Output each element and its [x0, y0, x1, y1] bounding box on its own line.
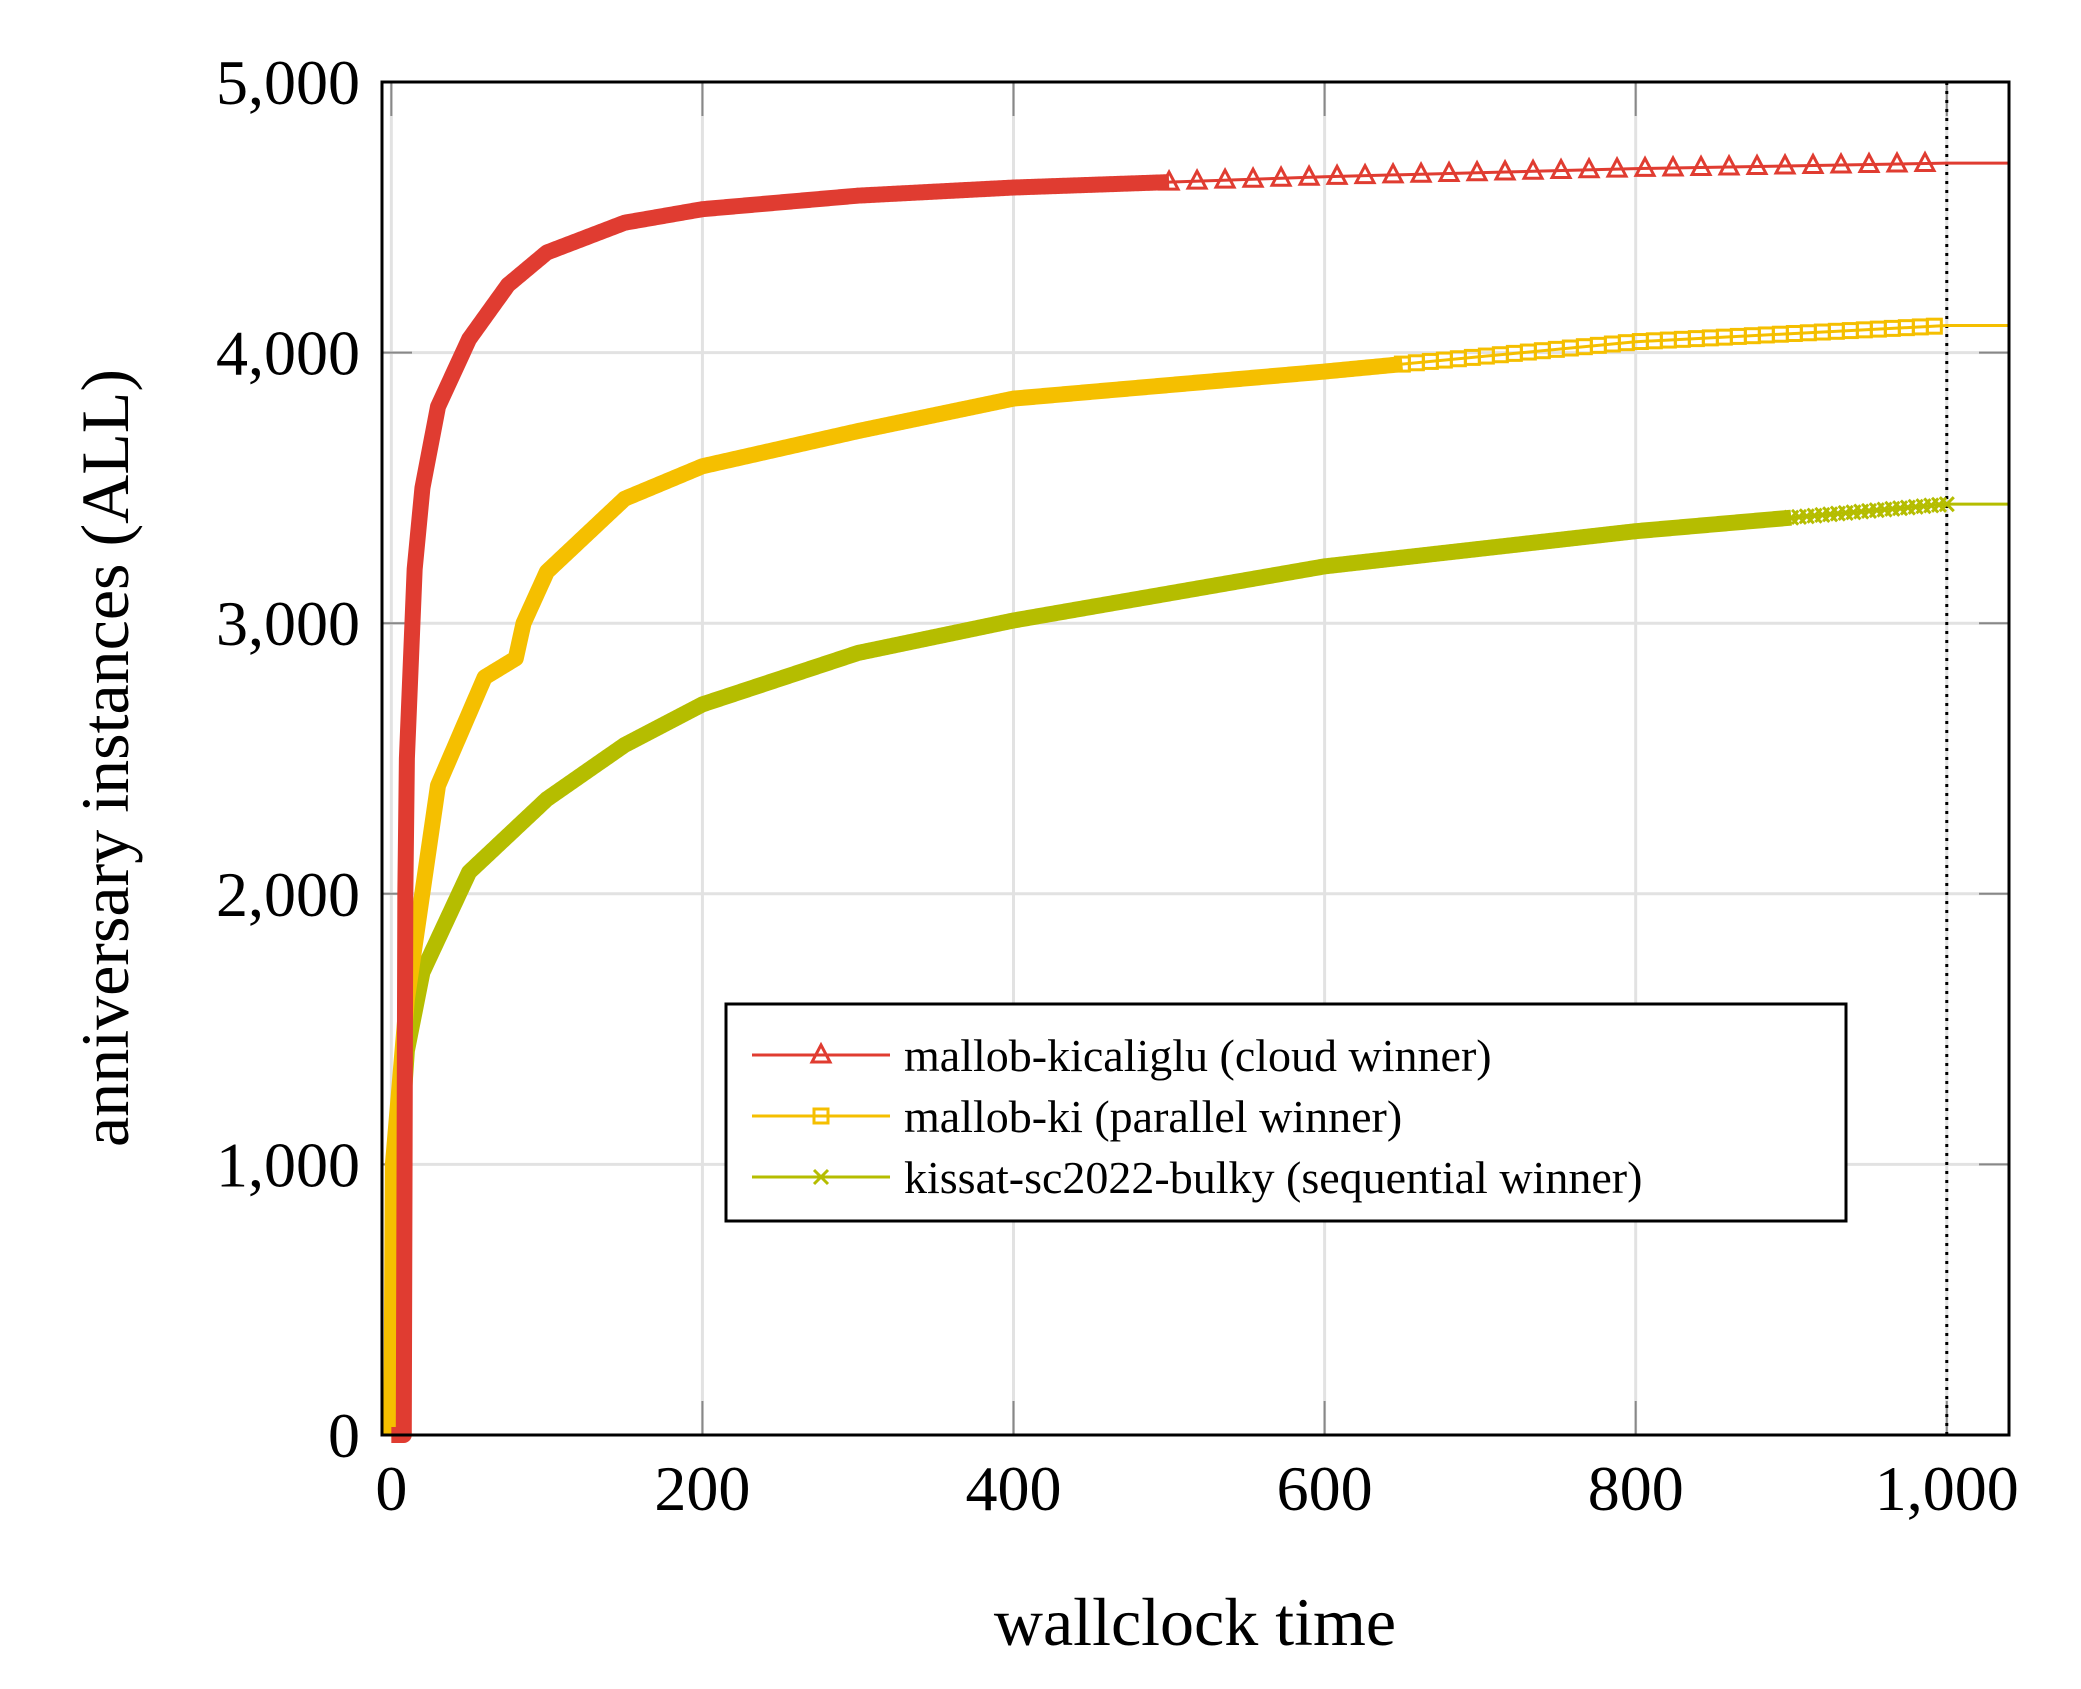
- triangle-marker: [1913, 150, 1937, 173]
- triangle-marker: [1829, 151, 1853, 174]
- y-tick-label: 1,000: [216, 1129, 360, 1200]
- series-dense-band: [383, 509, 1798, 1436]
- triangle-marker: [1885, 150, 1909, 173]
- triangle-marker: [1325, 163, 1349, 185]
- triangle-marker: [1745, 153, 1769, 175]
- triangle-marker: [1437, 160, 1461, 182]
- series-line: [389, 502, 2009, 1436]
- triangle-marker: [1717, 153, 1741, 176]
- cross-marker: [1938, 496, 1955, 513]
- triangle-marker: [1241, 165, 1265, 188]
- square-marker: [1925, 317, 1943, 335]
- series-square: [383, 317, 2009, 1436]
- series-group: [383, 150, 2009, 1443]
- triangle-marker: [1381, 161, 1405, 184]
- triangle-marker: [1773, 152, 1797, 175]
- y-tick-label: 2,000: [216, 859, 360, 930]
- triangle-marker: [1577, 156, 1601, 179]
- x-axis-label: wallclock time: [994, 1584, 1396, 1660]
- square-marker: [812, 1107, 830, 1125]
- x-tick-label: 600: [1277, 1453, 1373, 1524]
- y-tick-labels: 0 1,000 2,000 3,000 4,000 5,000: [216, 47, 360, 1471]
- triangle-marker: [1409, 160, 1433, 183]
- x-tick-label: 1,000: [1875, 1453, 2019, 1524]
- legend: mallob-kicaliglu (cloud winner) mallob-ki…: [724, 1002, 1848, 1223]
- series-cross: [383, 496, 2009, 1436]
- y-axis-label: anniversary instances (ALL): [67, 369, 143, 1147]
- triangle-marker: [1857, 151, 1881, 174]
- grid: [382, 82, 2009, 1435]
- triangle-marker: [1633, 155, 1657, 177]
- series-triangle: [384, 150, 2009, 1443]
- triangle-marker: [1521, 158, 1545, 180]
- y-tick-label: 0: [328, 1400, 360, 1471]
- triangle-marker: [1493, 158, 1517, 181]
- triangle-marker: [1213, 166, 1237, 189]
- plot-frame: [380, 80, 2011, 1437]
- triangle-marker: [1185, 167, 1209, 190]
- triangle-marker: [1465, 159, 1489, 182]
- legend-label: mallob-kicaliglu (cloud winner): [904, 1030, 1492, 1081]
- triangle-marker: [1353, 162, 1377, 185]
- y-tick-label: 3,000: [216, 588, 360, 659]
- x-tick-label: 0: [375, 1453, 407, 1524]
- triangle-marker: [1661, 154, 1685, 177]
- x-tick-labels: 0 200 400 600 800 1,000: [375, 1453, 2018, 1524]
- legend-label: kissat-sc2022-bulky (sequential winner): [904, 1152, 1642, 1203]
- series-dense-band: [384, 174, 1176, 1443]
- x-tick-label: 200: [654, 1453, 750, 1524]
- triangle-marker: [1801, 152, 1825, 175]
- triangle-marker: [1605, 155, 1629, 178]
- triangle-marker: [809, 1041, 833, 1064]
- triangle-marker: [1689, 154, 1713, 176]
- series-dense-band: [383, 356, 1409, 1436]
- legend-label: mallob-ki (parallel winner): [904, 1091, 1402, 1142]
- x-tick-label: 800: [1588, 1453, 1684, 1524]
- triangle-marker: [1269, 165, 1293, 187]
- triangle-marker: [1157, 168, 1181, 191]
- x-tick-label: 400: [966, 1453, 1062, 1524]
- legend-box: [724, 1002, 1848, 1223]
- y-tick-label: 4,000: [216, 318, 360, 389]
- triangle-marker: [1549, 157, 1573, 180]
- cross-marker: [812, 1168, 830, 1186]
- triangle-marker: [1297, 164, 1321, 186]
- y-tick-label: 5,000: [216, 47, 360, 118]
